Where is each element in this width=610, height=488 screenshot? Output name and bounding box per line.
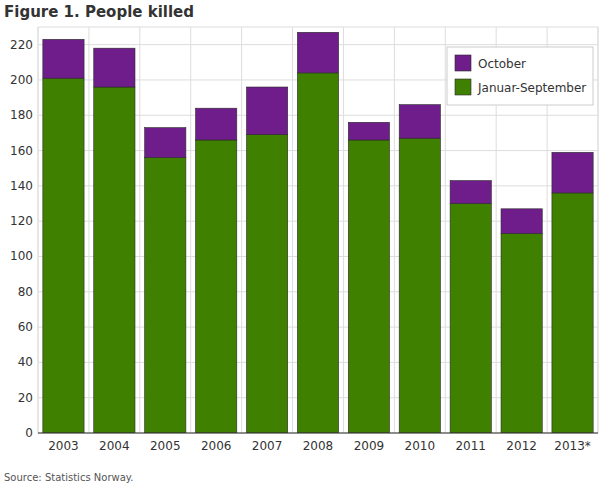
bar xyxy=(246,87,287,135)
y-tick-label: 100 xyxy=(10,249,33,263)
x-tick-label: 2005 xyxy=(150,439,181,453)
legend: October Januar-September xyxy=(447,47,593,105)
bar xyxy=(297,73,338,433)
bar xyxy=(196,140,237,433)
y-tick-label: 120 xyxy=(10,214,33,228)
legend-label: Januar-September xyxy=(477,81,586,95)
bar xyxy=(552,152,593,193)
legend-swatch xyxy=(455,55,471,71)
grid-line-vertical xyxy=(394,27,395,433)
y-tick-label: 60 xyxy=(18,320,33,334)
grid-line-vertical xyxy=(88,27,89,433)
bar xyxy=(43,39,84,78)
x-tick-label: 2010 xyxy=(405,439,436,453)
grid-line-vertical xyxy=(190,27,191,433)
x-tick-label: 2007 xyxy=(252,439,283,453)
bar xyxy=(145,158,186,433)
bar xyxy=(399,138,440,433)
legend-box xyxy=(447,47,593,105)
x-tick-label: 2013* xyxy=(554,439,591,453)
x-tick-label: 2004 xyxy=(99,439,130,453)
y-tick-label: 0 xyxy=(25,426,33,440)
x-tick-label: 2003 xyxy=(48,439,79,453)
bar xyxy=(43,78,84,433)
bar xyxy=(246,135,287,433)
y-tick-label: 160 xyxy=(10,144,33,158)
bar xyxy=(348,122,389,140)
grid-line xyxy=(38,433,598,434)
bars xyxy=(43,32,593,433)
x-tick-label: 2009 xyxy=(354,439,385,453)
x-tick-label: 2012 xyxy=(506,439,537,453)
bar xyxy=(196,108,237,140)
y-tick-label: 80 xyxy=(18,285,33,299)
grid-line-vertical xyxy=(343,27,344,433)
x-tick-label: 2011 xyxy=(455,439,486,453)
bar xyxy=(501,209,542,234)
title: Figure 1. People killed xyxy=(4,3,194,21)
y-tick-label: 40 xyxy=(18,355,33,369)
grid-line-vertical xyxy=(139,27,140,433)
plot-frame xyxy=(38,27,598,433)
bar xyxy=(348,140,389,433)
source: Source: Statistics Norway. xyxy=(4,472,133,483)
bar xyxy=(297,32,338,73)
y-tick-label: 220 xyxy=(10,38,33,52)
y-tick-label: 20 xyxy=(18,391,33,405)
bar xyxy=(94,48,135,87)
grid-line-vertical xyxy=(445,27,446,433)
legend-swatch xyxy=(455,79,471,95)
bar xyxy=(450,204,491,433)
bar xyxy=(552,193,593,433)
grid-line-vertical xyxy=(241,27,242,433)
x-tick-label: 2008 xyxy=(303,439,334,453)
y-tick-label: 180 xyxy=(10,108,33,122)
bar xyxy=(501,234,542,433)
bar xyxy=(94,87,135,433)
x-axis xyxy=(38,433,598,434)
chart: Figure 1. People killed 0 20 40 60 80 100 120 14… xyxy=(0,0,610,488)
bar xyxy=(145,128,186,158)
bar xyxy=(450,181,491,204)
y-tick-label: 140 xyxy=(10,179,33,193)
y-tick-label: 200 xyxy=(10,73,33,87)
grid-line-vertical xyxy=(292,27,293,433)
bar xyxy=(399,105,440,139)
legend-label: October xyxy=(478,57,526,71)
x-tick-label: 2006 xyxy=(201,439,232,453)
